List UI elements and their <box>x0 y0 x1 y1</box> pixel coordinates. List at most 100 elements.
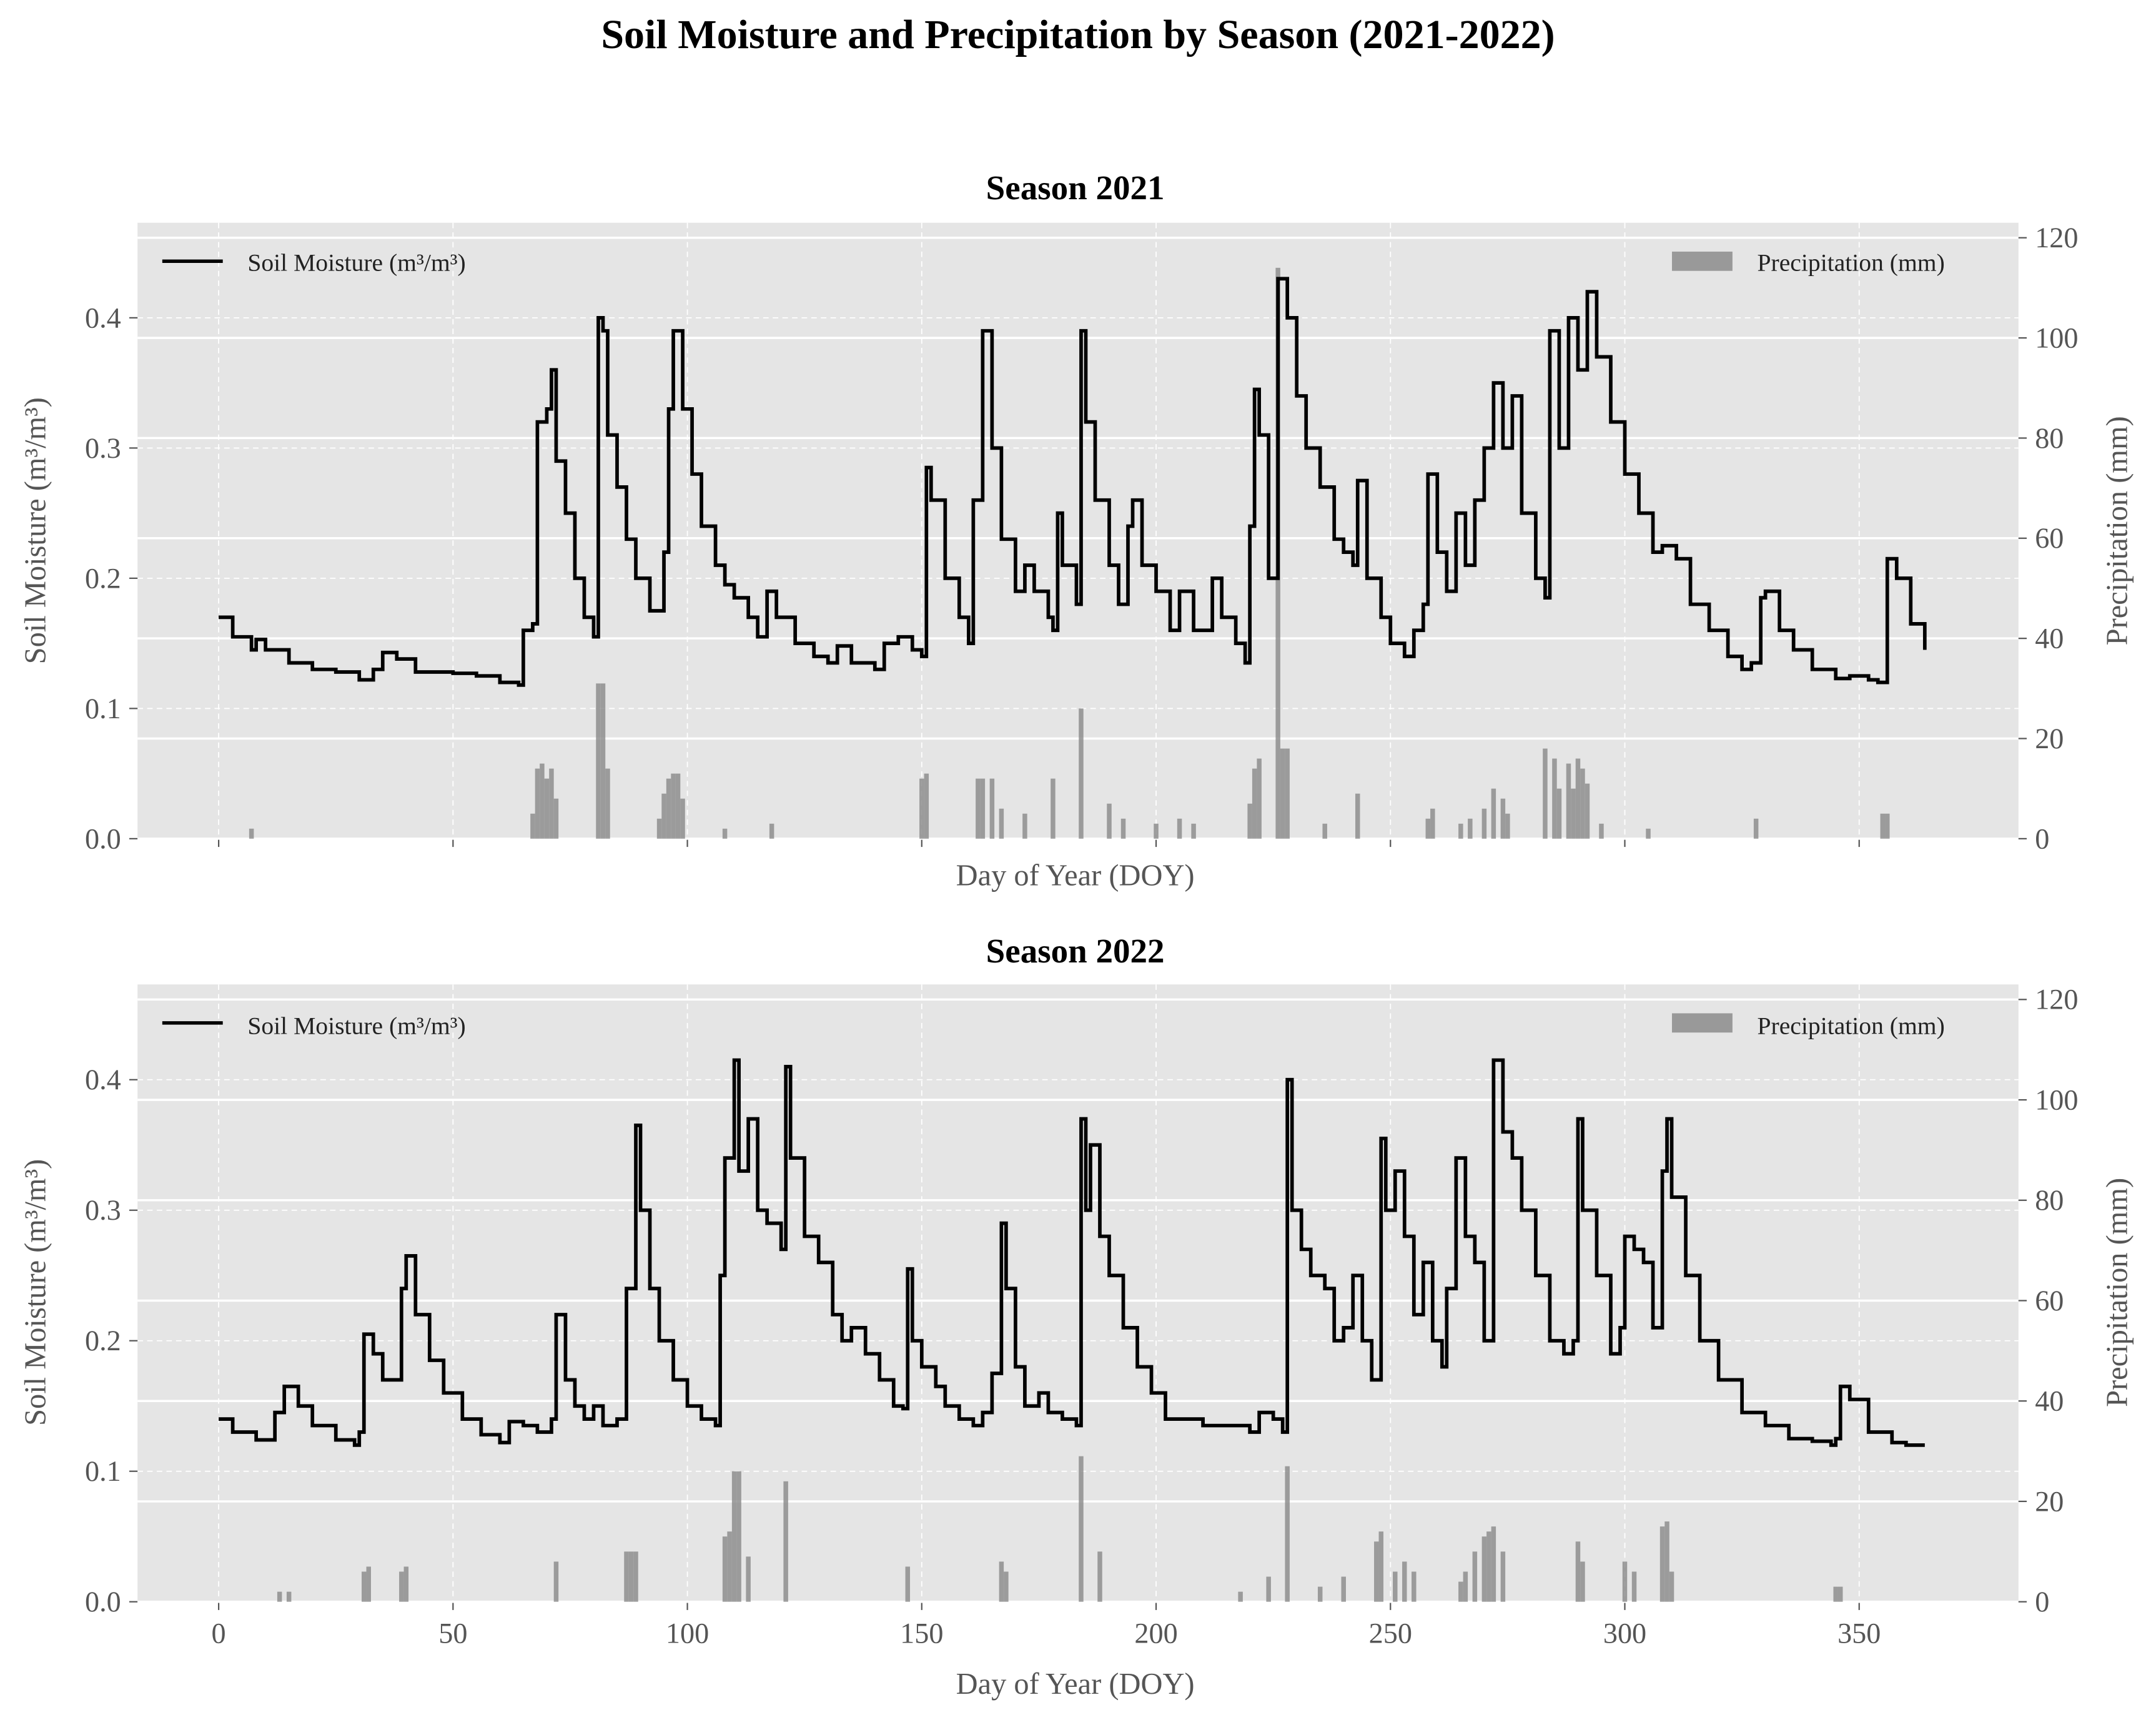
plot-area: 0.0 0.1 0.2 0.3 0.4 0 50 100 150 200 250 300 350 0 20 4… <box>85 984 2079 1649</box>
precipitation-bar <box>1317 1586 1323 1602</box>
precipitation-bar <box>1585 783 1590 839</box>
precipitation-bar <box>1341 1576 1346 1602</box>
precipitation-bar <box>596 683 601 839</box>
precipitation-bar <box>671 773 676 839</box>
precipitation-bar <box>1505 813 1510 839</box>
legend-bar-handle <box>1672 1013 1733 1033</box>
precipitation-bar <box>1022 813 1027 839</box>
precipitation-bar <box>1079 1456 1084 1602</box>
precipitation-bar <box>362 1571 367 1602</box>
precipitation-bar <box>661 793 666 839</box>
y-tick-label-left: 0.1 <box>85 693 121 724</box>
precipitation-bar <box>1646 828 1651 839</box>
precipitation-bar <box>1491 1526 1496 1602</box>
precipitation-bar <box>1622 1561 1628 1602</box>
precipitation-bar <box>366 1566 371 1602</box>
y-tick-label-right: 0 <box>2035 823 2049 854</box>
precipitation-bar <box>1500 798 1506 839</box>
precipitation-bar <box>1481 808 1487 839</box>
x-tick-label: 100 <box>666 1618 709 1649</box>
precipitation-bar <box>1837 1586 1843 1602</box>
legend-soil-moisture: Soil Moisture (m³/m³) <box>247 249 465 277</box>
precipitation-bar <box>1097 1551 1102 1602</box>
precipitation-bar <box>924 773 929 839</box>
precipitation-bar <box>1177 818 1182 839</box>
precipitation-bar <box>540 763 545 839</box>
precipitation-bar <box>769 823 774 839</box>
x-tick-label: 50 <box>438 1618 467 1649</box>
precipitation-bar <box>1355 793 1360 839</box>
legend-precipitation: Precipitation (mm) <box>1758 249 1945 277</box>
precipitation-bar <box>1247 803 1252 839</box>
y-tick-label-left: 0.0 <box>85 1586 121 1618</box>
precipitation-bar <box>277 1591 282 1602</box>
y-tick-label-right: 60 <box>2035 1285 2064 1317</box>
x-tick-label: 250 <box>1369 1618 1412 1649</box>
precipitation-bar <box>1880 813 1886 839</box>
precipitation-bar <box>1257 758 1262 839</box>
y-tick-label-right: 100 <box>2035 1084 2078 1115</box>
legend-soil-moisture: Soil Moisture (m³/m³) <box>247 1012 465 1039</box>
precipitation-bar <box>1154 823 1159 839</box>
precipitation-bar <box>1753 818 1759 839</box>
precipitation-bar <box>1468 818 1473 839</box>
precipitation-bar <box>680 798 685 839</box>
precipitation-bar <box>286 1591 292 1602</box>
precipitation-bar <box>731 1471 737 1602</box>
soil-moisture-line <box>219 1058 1925 1447</box>
y-axis-right-label: Precipitation (mm) <box>2101 1178 2134 1407</box>
precipitation-bar <box>736 1471 741 1602</box>
y-tick-label-left: 0.2 <box>85 1325 121 1357</box>
precipitation-bar <box>1486 1531 1491 1602</box>
legend-bar-handle <box>1672 251 1733 271</box>
precipitation-bar <box>1004 1571 1009 1602</box>
precipitation-bar <box>553 798 559 839</box>
precipitation-bar <box>553 1561 559 1602</box>
y-tick-label-right: 100 <box>2035 322 2078 353</box>
precipitation-bar <box>1412 1571 1417 1602</box>
y-tick-label-right: 120 <box>2035 222 2078 254</box>
x-tick-label: 200 <box>1134 1618 1177 1649</box>
precipitation-bar <box>1191 823 1196 839</box>
precipitation-bar <box>624 1551 629 1602</box>
precipitation-bar <box>905 1566 911 1602</box>
y-tick-label-right: 40 <box>2035 1385 2064 1417</box>
panel-2022: 0.0 0.1 0.2 0.3 0.4 0 50 100 150 200 250 300 350 0 20 4… <box>19 932 2134 1701</box>
precipitation-bar <box>1285 1466 1290 1602</box>
precipitation-bar <box>989 778 995 839</box>
precipitation-bar <box>1552 758 1557 839</box>
plot-area: 0.0 0.1 0.2 0.3 0.4 0 20 40 60 80 100 120 <box>85 222 2079 854</box>
precipitation-bar <box>1500 1551 1506 1602</box>
precipitation-bar <box>1378 1531 1384 1602</box>
precipitation-bar <box>1120 818 1126 839</box>
panel-title: Season 2022 <box>986 932 1165 970</box>
precipitation-bar <box>1659 1526 1665 1602</box>
precipitation-bar <box>1571 788 1576 839</box>
precipitation-bar <box>1885 813 1890 839</box>
precipitation-bar <box>633 1551 638 1602</box>
precipitation-bar <box>1580 768 1585 839</box>
precipitation-bar <box>727 1531 732 1602</box>
precipitation-bar <box>1107 803 1112 839</box>
precipitation-bar <box>1669 1571 1674 1602</box>
precipitation-bar <box>1664 1521 1669 1602</box>
x-axis-label: Day of Year (DOY) <box>956 859 1195 892</box>
axes-background <box>137 984 2019 1602</box>
precipitation-bar <box>722 828 728 839</box>
precipitation-bar <box>1425 818 1431 839</box>
precipitation-bar <box>1458 823 1463 839</box>
precipitation-bar <box>1566 763 1571 839</box>
y-tick-label-right: 80 <box>2035 1184 2064 1216</box>
legend-precipitation: Precipitation (mm) <box>1758 1012 1945 1039</box>
y-tick-label-right: 40 <box>2035 623 2064 655</box>
y-tick-label-left: 0.4 <box>85 1064 121 1095</box>
precipitation-bar <box>1481 1536 1487 1602</box>
precipitation-bar <box>1575 1541 1581 1602</box>
x-tick-label: 150 <box>900 1618 943 1649</box>
precipitation-bar <box>1472 1551 1478 1602</box>
precipitation-bar <box>605 768 610 839</box>
panel-2021: 0.0 0.1 0.2 0.3 0.4 0 20 40 60 80 100 120 Season 20… <box>19 169 2134 892</box>
y-tick-label-left: 0.3 <box>85 1194 121 1226</box>
